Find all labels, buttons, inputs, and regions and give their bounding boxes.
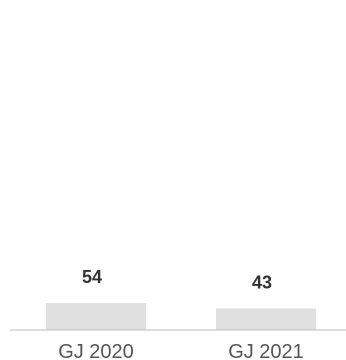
- x-tick-label-1: GJ 2021: [228, 341, 304, 360]
- bar-0: [46, 303, 146, 330]
- x-tick-label-0: GJ 2020: [58, 341, 134, 360]
- bar-value-label-1: 43: [252, 273, 272, 293]
- x-tick-labels-layer: GJ 2020 GJ 2021: [58, 341, 304, 360]
- bar-value-label-0: 54: [82, 267, 102, 287]
- value-labels-layer: 54 43: [82, 267, 272, 293]
- bar-1: [216, 308, 316, 330]
- bars-layer: [46, 303, 316, 330]
